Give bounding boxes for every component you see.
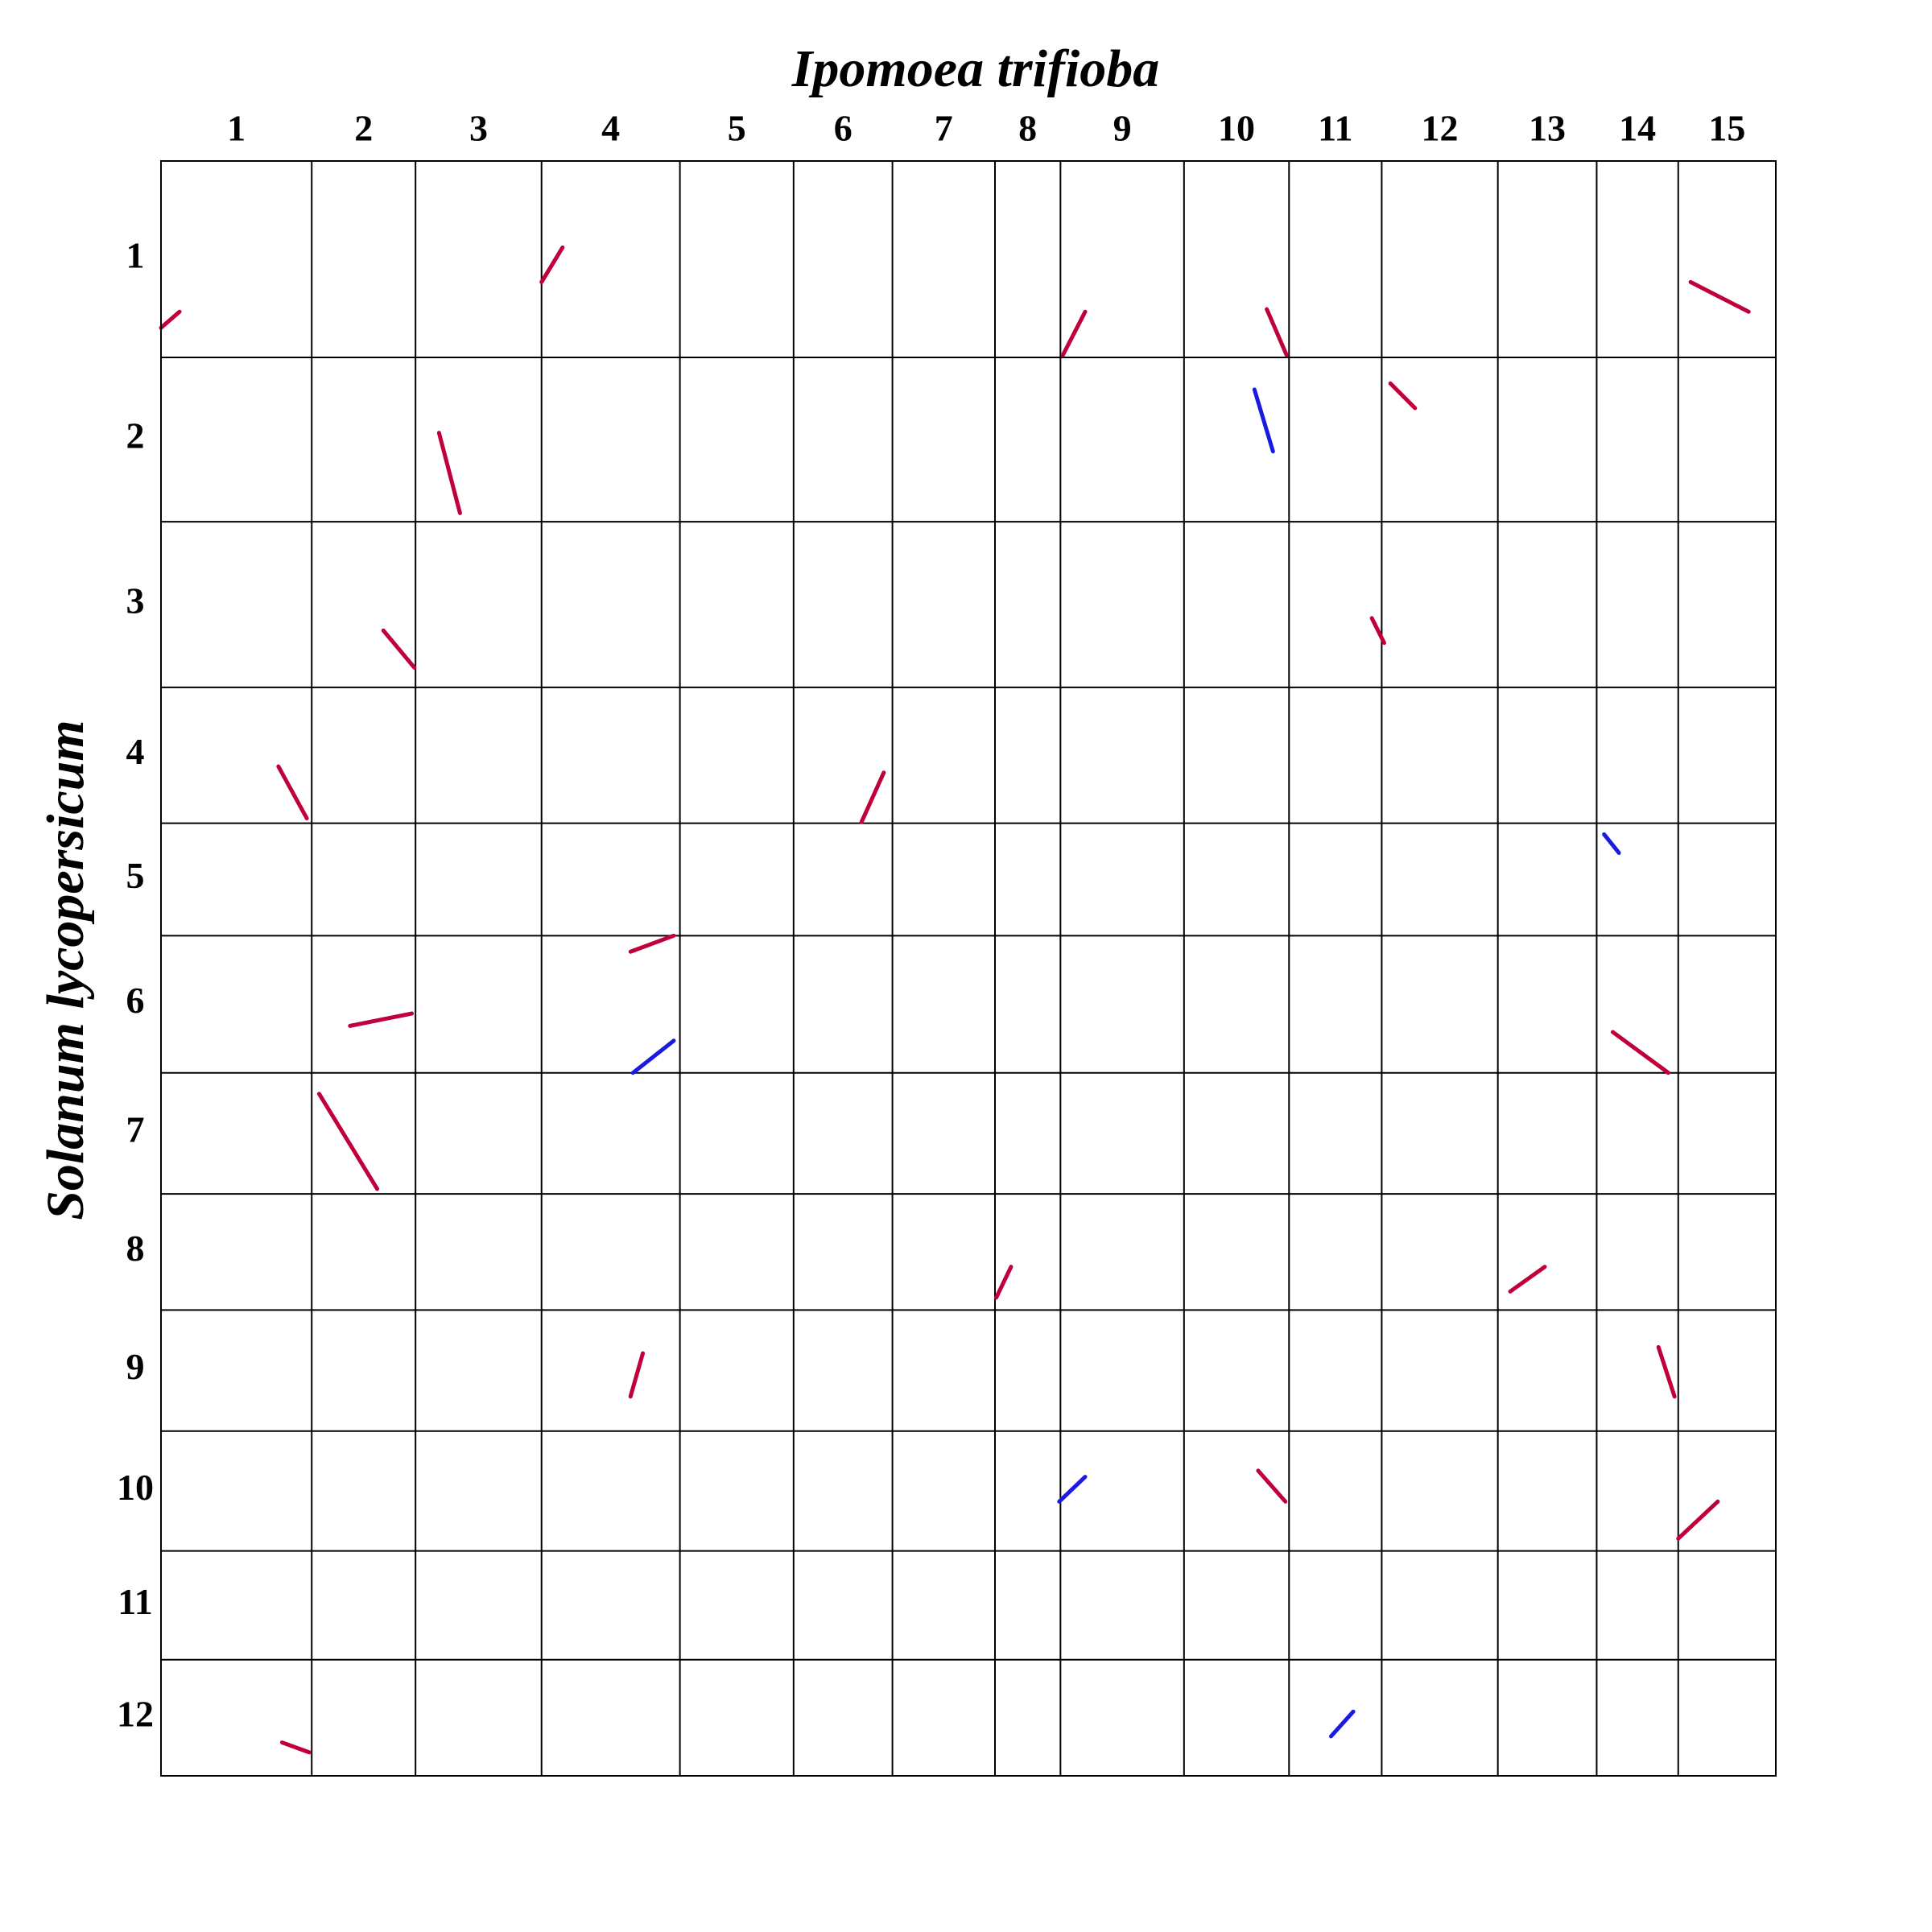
y-tick-label: 12 xyxy=(117,1693,154,1734)
syntenic-segment xyxy=(279,1740,312,1755)
syntenic-segment xyxy=(1676,1499,1720,1541)
y-tick-label: 5 xyxy=(126,855,145,896)
syntenic-segment xyxy=(348,1011,415,1028)
y-tick-label: 4 xyxy=(126,731,145,772)
x-tick-label: 14 xyxy=(1619,108,1656,149)
x-tick-label: 2 xyxy=(354,108,373,149)
syntenic-segment xyxy=(1057,1475,1088,1504)
x-tick-label: 8 xyxy=(1018,108,1037,149)
x-tick-label: 13 xyxy=(1529,108,1566,149)
x-tick-label: 11 xyxy=(1318,108,1352,149)
syntenic-segment xyxy=(1508,1265,1547,1294)
syntenic-segment xyxy=(1656,1344,1677,1399)
syntenic-segment xyxy=(1610,1030,1670,1075)
syntenic-segment xyxy=(276,764,309,821)
x-tick-label: 6 xyxy=(834,108,852,149)
y-tick-label: 8 xyxy=(126,1228,145,1269)
syntenic-segment xyxy=(316,1092,380,1191)
syntenic-segment xyxy=(159,309,182,330)
syntenic-segment xyxy=(1602,832,1621,855)
x-axis-title: Ipomoea trifioba xyxy=(791,39,1160,98)
syntenic-segment xyxy=(1256,1468,1288,1504)
y-tick-label: 7 xyxy=(126,1108,145,1150)
x-tick-label: 15 xyxy=(1708,108,1745,149)
x-tick-label: 7 xyxy=(935,108,953,149)
syntenic-segment xyxy=(1369,616,1386,646)
y-tick-label: 6 xyxy=(126,980,145,1021)
x-tick-label: 4 xyxy=(601,108,620,149)
syntenic-segment xyxy=(994,1265,1013,1300)
syntenic-segment xyxy=(628,1351,646,1399)
plot-frame xyxy=(160,160,1777,1777)
syntenic-segment xyxy=(381,628,417,670)
syntenic-segment xyxy=(859,770,886,824)
x-tick-label: 1 xyxy=(227,108,246,149)
syntenic-segment xyxy=(1328,1709,1356,1739)
y-tick-label: 1 xyxy=(126,235,145,276)
x-tick-label: 5 xyxy=(728,108,746,149)
syntenic-segment xyxy=(436,431,462,515)
y-tick-label: 2 xyxy=(126,415,145,456)
syntenic-segment xyxy=(1060,309,1088,357)
y-tick-label: 9 xyxy=(126,1346,145,1387)
x-tick-label: 12 xyxy=(1422,108,1459,149)
y-tick-label: 11 xyxy=(118,1581,152,1622)
syntenic-segment xyxy=(628,933,676,954)
y-axis-title: Solanum lycopersicum xyxy=(36,720,95,1220)
syntenic-segment xyxy=(1688,279,1751,314)
syntenic-segment xyxy=(630,1038,676,1075)
syntenic-segment xyxy=(1252,387,1275,454)
syntenic-segment xyxy=(1265,307,1289,357)
syntenic-segment xyxy=(539,245,565,284)
syntenic-segment xyxy=(1388,381,1418,411)
x-tick-label: 3 xyxy=(469,108,488,149)
x-tick-label: 10 xyxy=(1218,108,1255,149)
y-tick-label: 10 xyxy=(117,1467,154,1508)
y-tick-label: 3 xyxy=(126,580,145,621)
x-tick-label: 9 xyxy=(1113,108,1132,149)
